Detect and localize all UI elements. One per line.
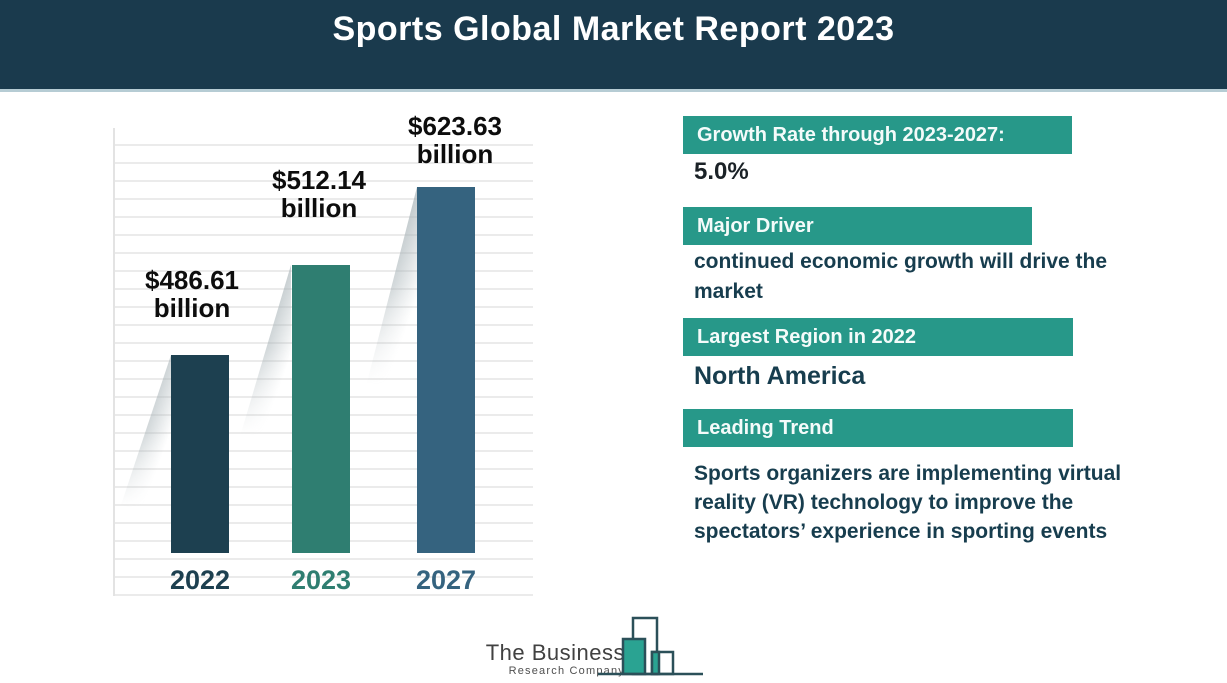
panel-header-major-driver: Major Driver xyxy=(683,207,1032,245)
bar-2022 xyxy=(171,355,229,553)
logo-company-subname: Research Company xyxy=(508,665,625,677)
x-axis-label-2023: 2023 xyxy=(290,565,352,595)
panel-header-leading-trend: Leading Trend xyxy=(683,409,1073,447)
bar-value-label-2022: $486.61 billion xyxy=(145,265,239,323)
x-axis-label-2027: 2027 xyxy=(415,565,477,595)
x-axis-label-2022: 2022 xyxy=(169,565,231,595)
panel-header-major-driver-label: Major Driver xyxy=(697,214,814,237)
bar-value-label-2027: $623.63 billion xyxy=(408,111,502,169)
panel-header-leading-trend-label: Leading Trend xyxy=(697,416,834,439)
panel-header-growth-rate-label: Growth Rate through 2023-2027: xyxy=(697,123,1005,146)
panel-header-growth-rate: Growth Rate through 2023-2027: xyxy=(683,116,1072,154)
page-title: Sports Global Market Report 2023 xyxy=(332,10,895,48)
logo-bar-buildings-icon xyxy=(598,616,703,676)
panel-value-leading-trend: Sports organizers are implementing virtu… xyxy=(694,462,1122,543)
logo-company-name: The Business xyxy=(485,640,625,665)
header-banner: Sports Global Market Report 2023 xyxy=(0,0,1227,92)
panel-header-largest-region: Largest Region in 2022 xyxy=(683,318,1073,356)
bar-2023 xyxy=(292,265,350,553)
panel-header-largest-region-label: Largest Region in 2022 xyxy=(697,325,916,348)
panel-value-largest-region: North America xyxy=(694,362,866,390)
panel-value-major-driver: continued economic growth will drive the… xyxy=(694,250,1108,303)
panel-value-growth-rate: 5.0% xyxy=(694,158,749,185)
bar-2027 xyxy=(417,187,475,553)
bar-value-label-2023: $512.14 billion xyxy=(272,165,366,223)
